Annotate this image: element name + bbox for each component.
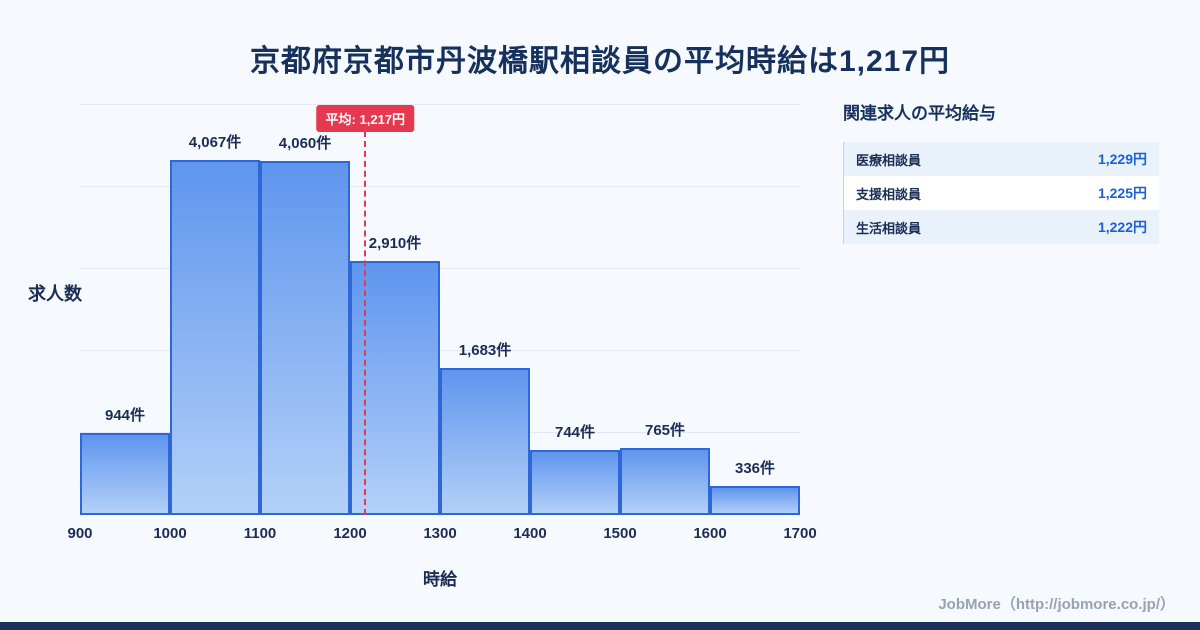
footer-bar xyxy=(0,622,1200,630)
x-tick-label: 1200 xyxy=(333,525,367,542)
salary-table: 医療相談員 1,229円 支援相談員 1,225円 生活相談員 1,222円 xyxy=(843,142,1159,244)
histogram-bar xyxy=(170,160,260,515)
histogram-bar xyxy=(710,485,800,515)
salary-value: 1,222円 xyxy=(1097,219,1147,235)
average-badge: 平均: 1,217円 xyxy=(316,105,415,132)
footer-credit: JobMore（http://jobmore.co.jp/） xyxy=(938,596,1175,613)
salary-row: 生活相談員 1,222円 xyxy=(844,210,1159,244)
x-tick-label: 1400 xyxy=(513,525,547,542)
bar-value-label: 744件 xyxy=(554,424,596,442)
bar-value-label: 4,060件 xyxy=(278,134,332,152)
x-tick-label: 1500 xyxy=(603,525,637,542)
salary-label: 支援相談員 xyxy=(856,186,922,202)
x-axis-title: 時給 xyxy=(423,570,457,589)
salary-value: 1,229円 xyxy=(1097,151,1147,167)
bar-value-label: 944件 xyxy=(104,406,146,424)
histogram-bar xyxy=(440,368,530,515)
salary-row: 医療相談員 1,229円 xyxy=(844,142,1159,176)
average-line xyxy=(364,131,367,515)
panel-heading: 関連求人の平均給与 xyxy=(843,104,996,123)
histogram-bar xyxy=(260,160,350,515)
page-title: 京都府京都市丹波橋駅相談員の平均時給は1,217円 xyxy=(249,45,951,78)
y-axis-title: 求人数 xyxy=(28,284,82,304)
histogram-bar xyxy=(80,432,170,515)
x-tick-label: 900 xyxy=(67,525,93,542)
histogram-bar xyxy=(530,450,620,515)
gridline xyxy=(80,350,800,351)
plot-area: 平均: 1,217円 944件 4,067件 4,060件 2,910件 1,683件 7… xyxy=(67,104,817,542)
x-tick-label: 1000 xyxy=(153,525,187,542)
bar-value-label: 2,910件 xyxy=(368,235,422,253)
salary-label: 生活相談員 xyxy=(856,220,922,236)
salary-label: 医療相談員 xyxy=(856,152,922,168)
side-panel: 関連求人の平均給与 医療相談員 1,229円 支援相談員 1,225円 生活相談… xyxy=(843,99,1159,244)
salary-value: 1,225円 xyxy=(1097,185,1147,201)
gridline xyxy=(80,186,800,187)
x-tick-label: 1700 xyxy=(783,525,817,542)
bar-value-label: 1,683件 xyxy=(458,342,512,360)
x-tick-label: 1600 xyxy=(693,525,727,542)
gridline xyxy=(80,268,800,269)
bar-value-label: 765件 xyxy=(644,422,686,440)
salary-row: 支援相談員 1,225円 xyxy=(844,176,1159,210)
gridline xyxy=(80,104,800,105)
bar-value-label: 4,067件 xyxy=(188,134,242,152)
x-tick-label: 1100 xyxy=(243,525,277,542)
histogram-bar xyxy=(620,448,710,515)
bar-value-label: 336件 xyxy=(734,459,776,477)
x-tick-label: 1300 xyxy=(423,525,457,542)
